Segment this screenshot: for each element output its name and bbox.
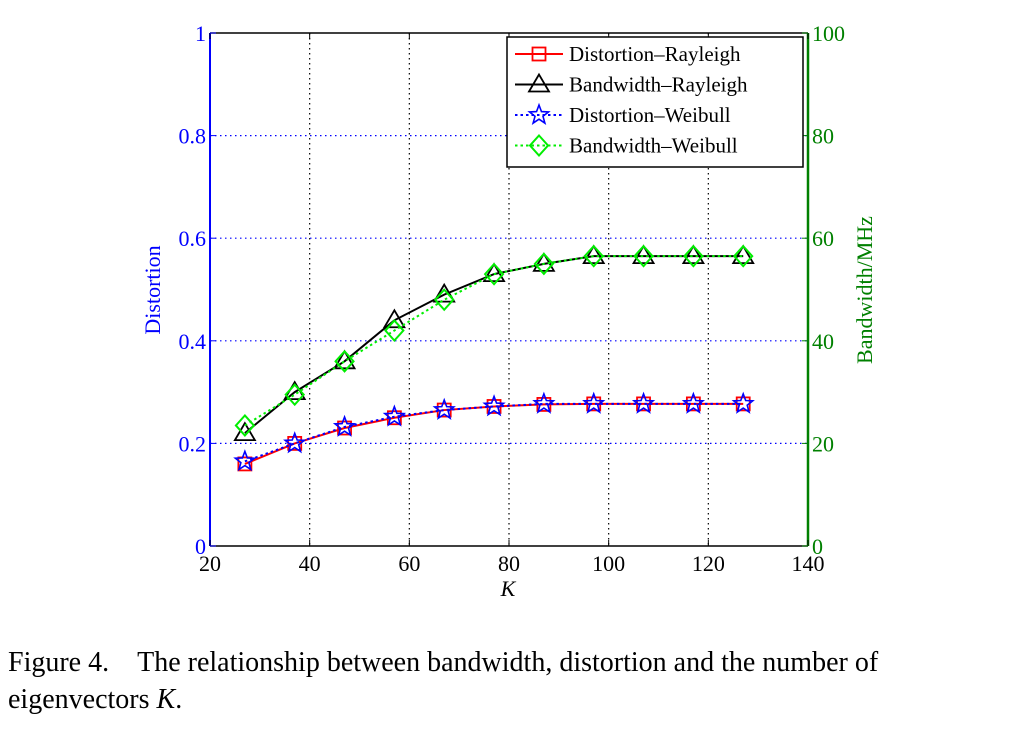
y-tick-label-right: 0 — [812, 534, 823, 559]
y-tick-label-left: 0.2 — [179, 431, 207, 456]
x-tick-label: 120 — [692, 551, 725, 576]
y-tick-label-right: 60 — [812, 226, 834, 251]
legend-label: Bandwidth–Weibull — [569, 134, 738, 158]
data-point — [532, 391, 556, 414]
y-tick-label-right: 80 — [812, 124, 834, 149]
y-tick-label-right: 40 — [812, 329, 834, 354]
caption-variable: K — [156, 684, 176, 715]
x-axis-label: K — [500, 576, 517, 601]
caption-text: Figure 4. The relationship between bandw… — [8, 647, 879, 715]
data-point — [631, 391, 656, 414]
x-tick-label: 80 — [498, 551, 520, 576]
data-point — [334, 349, 355, 373]
data-point — [432, 282, 456, 303]
data-point — [483, 262, 505, 286]
data-point — [233, 449, 257, 472]
series-layer — [233, 244, 755, 472]
data-point — [332, 414, 357, 437]
data-point — [332, 349, 357, 370]
x-tick-label: 60 — [398, 551, 420, 576]
x-tick-label: 100 — [592, 551, 625, 576]
legend-marker — [531, 46, 547, 62]
data-point — [681, 244, 705, 265]
data-point — [237, 456, 253, 472]
y-axis-label-right: Bandwidth/MHz — [852, 216, 877, 364]
legend-box — [506, 36, 804, 168]
legend-label: Distortion–Rayleigh — [569, 42, 741, 66]
figure-caption: Figure 4. The relationship between bandw… — [8, 644, 1018, 718]
data-point — [284, 383, 306, 407]
y-tick-label-left: 0 — [195, 534, 206, 559]
data-point — [582, 391, 606, 414]
data-point — [633, 244, 654, 268]
y-axis-label-left: Distortion — [140, 245, 165, 334]
y-tick-label-left: 0.6 — [179, 226, 207, 251]
data-point — [482, 394, 506, 417]
y-tick-label-right: 100 — [812, 21, 845, 46]
y-tick-label-left: 1 — [195, 21, 206, 46]
data-point — [482, 262, 506, 283]
x-tick-label: 140 — [792, 551, 825, 576]
series-line — [244, 402, 744, 465]
series-0 — [237, 396, 751, 472]
data-point — [337, 420, 352, 436]
data-point — [234, 413, 256, 437]
data-point — [384, 319, 405, 343]
x-tick-label: 20 — [199, 551, 221, 576]
data-point — [432, 397, 456, 421]
y-tick-label-left: 0.4 — [179, 329, 207, 354]
data-point — [533, 252, 555, 276]
data-point — [731, 244, 755, 265]
legend-marker — [527, 102, 551, 125]
data-point — [583, 244, 605, 268]
data-point — [681, 391, 706, 414]
data-point — [732, 244, 754, 268]
caption-end: . — [175, 684, 183, 715]
data-point — [382, 308, 406, 329]
data-point — [582, 244, 606, 265]
chart: 20 40 60 80 100 120 14000.20.40.60.81020406080… — [140, 21, 877, 601]
y-tick-label-right: 20 — [812, 431, 834, 456]
data-point — [382, 404, 407, 427]
series-2 — [233, 391, 755, 472]
data-point — [683, 244, 704, 268]
data-point — [631, 244, 656, 265]
legend-label: Distortion–Weibull — [569, 103, 731, 127]
series-line — [244, 255, 744, 427]
legend-label: Bandwidth–Rayleigh — [569, 73, 748, 97]
data-point — [233, 421, 257, 442]
tick-labels: 20 40 60 80 100 120 14000.20.40.60.81020406080… — [179, 21, 846, 576]
legend-marker — [528, 134, 550, 157]
data-point — [536, 397, 552, 412]
y-tick-label-left: 0.8 — [179, 124, 207, 149]
x-tick-label: 40 — [299, 551, 321, 576]
data-point — [283, 431, 307, 454]
series-3 — [234, 244, 754, 437]
data-point — [731, 391, 755, 414]
legend-marker — [527, 72, 551, 93]
data-point — [433, 288, 455, 312]
legend: Distortion–Rayleigh Bandwidth–Rayleigh Dis… — [506, 36, 804, 168]
